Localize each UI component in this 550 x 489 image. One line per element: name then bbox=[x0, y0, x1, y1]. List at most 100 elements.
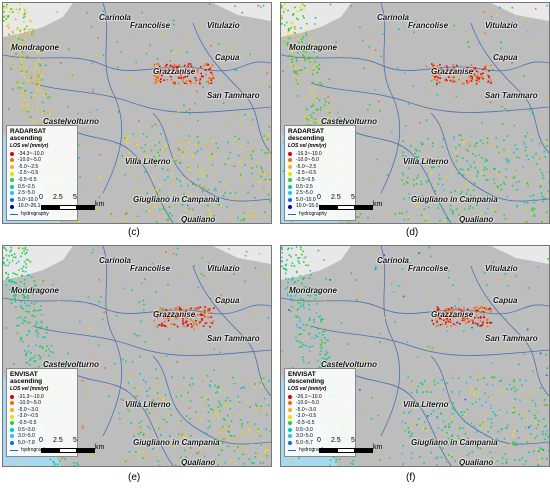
ps-point bbox=[209, 68, 211, 70]
ps-point bbox=[462, 427, 465, 430]
ps-point bbox=[24, 15, 26, 18]
ps-point bbox=[205, 440, 207, 443]
ps-point bbox=[160, 370, 162, 373]
ps-point bbox=[203, 315, 205, 317]
ps-point bbox=[185, 321, 187, 324]
ps-point bbox=[163, 418, 165, 421]
ps-point bbox=[26, 249, 29, 251]
ps-point bbox=[32, 29, 35, 32]
ps-point bbox=[506, 388, 508, 391]
ps-point bbox=[405, 181, 408, 183]
ps-point bbox=[448, 269, 450, 272]
ps-point bbox=[350, 219, 352, 222]
ps-point bbox=[444, 318, 447, 320]
ps-point bbox=[525, 221, 528, 223]
ps-point bbox=[161, 167, 164, 170]
ps-point bbox=[127, 162, 129, 164]
ps-point bbox=[35, 330, 37, 333]
ps-point bbox=[169, 161, 172, 163]
place-label-francolise: Francolise bbox=[408, 21, 449, 30]
ps-point bbox=[288, 54, 291, 57]
ps-point bbox=[179, 143, 181, 145]
ps-point bbox=[398, 212, 401, 214]
ps-point bbox=[209, 297, 212, 300]
place-label-carinola: Carinola bbox=[377, 13, 410, 22]
ps-point bbox=[8, 27, 10, 29]
ps-point bbox=[98, 178, 101, 180]
ps-point bbox=[229, 151, 231, 154]
ps-point bbox=[523, 221, 526, 223]
ps-point bbox=[316, 108, 319, 110]
ps-point bbox=[224, 461, 226, 464]
ps-point bbox=[166, 219, 168, 221]
ps-point bbox=[19, 29, 21, 32]
ps-point bbox=[143, 303, 145, 306]
ps-point bbox=[284, 39, 286, 41]
ps-point bbox=[456, 321, 458, 324]
ps-point bbox=[418, 418, 420, 420]
ps-point bbox=[479, 447, 482, 450]
ps-point bbox=[548, 171, 549, 173]
legend-class-label: -34.3~-10.0 bbox=[18, 150, 44, 157]
ps-point bbox=[524, 149, 527, 152]
ps-point bbox=[189, 108, 191, 111]
ps-point bbox=[181, 204, 184, 206]
ps-point bbox=[14, 39, 17, 41]
ps-point bbox=[200, 72, 202, 75]
ps-point bbox=[170, 180, 172, 183]
ps-point bbox=[527, 158, 530, 161]
ps-point bbox=[167, 176, 169, 178]
ps-point bbox=[421, 384, 424, 386]
ps-point bbox=[310, 116, 313, 119]
ps-point bbox=[450, 315, 453, 317]
ps-point bbox=[476, 323, 479, 326]
ps-point bbox=[292, 49, 294, 52]
ps-point bbox=[22, 265, 25, 268]
ps-point bbox=[543, 197, 545, 199]
ps-point bbox=[188, 113, 191, 115]
ps-point bbox=[29, 32, 31, 34]
ps-point bbox=[201, 380, 204, 382]
scale-bar: 0 2.5 5 km bbox=[39, 193, 109, 217]
ps-point bbox=[146, 395, 149, 397]
ps-point bbox=[104, 367, 106, 369]
ps-point bbox=[475, 311, 478, 314]
ps-point bbox=[412, 140, 415, 143]
ps-point bbox=[178, 433, 180, 436]
ps-point bbox=[282, 53, 284, 56]
ps-point bbox=[423, 462, 425, 464]
ps-point bbox=[205, 396, 208, 398]
ps-point bbox=[158, 464, 161, 466]
ps-point bbox=[161, 325, 163, 327]
ps-point bbox=[364, 410, 367, 412]
ps-point bbox=[444, 219, 446, 222]
ps-point bbox=[134, 202, 137, 204]
ps-point bbox=[301, 282, 303, 285]
ps-point bbox=[431, 437, 434, 440]
ps-point bbox=[281, 14, 283, 17]
ps-point bbox=[204, 202, 207, 204]
ps-point bbox=[117, 111, 120, 113]
ps-point bbox=[473, 195, 475, 198]
ps-point bbox=[446, 318, 448, 320]
ps-point bbox=[308, 56, 310, 59]
ps-point bbox=[34, 67, 37, 70]
ps-point bbox=[290, 255, 292, 258]
ps-point bbox=[6, 3, 8, 6]
ps-point bbox=[56, 46, 58, 48]
ps-point bbox=[314, 118, 317, 121]
ps-point bbox=[379, 459, 381, 462]
ps-point bbox=[547, 190, 549, 192]
ps-point bbox=[150, 204, 153, 206]
ps-point bbox=[116, 371, 119, 374]
ps-point bbox=[185, 110, 188, 113]
ps-point bbox=[41, 346, 43, 348]
ps-point bbox=[40, 305, 42, 307]
ps-point bbox=[175, 126, 178, 129]
legend-class: -10.0~-5.0 bbox=[10, 400, 74, 407]
ps-point bbox=[29, 359, 31, 362]
ps-point bbox=[452, 63, 455, 66]
ps-point bbox=[164, 179, 166, 181]
ps-point bbox=[433, 71, 436, 74]
ps-point bbox=[167, 313, 170, 316]
